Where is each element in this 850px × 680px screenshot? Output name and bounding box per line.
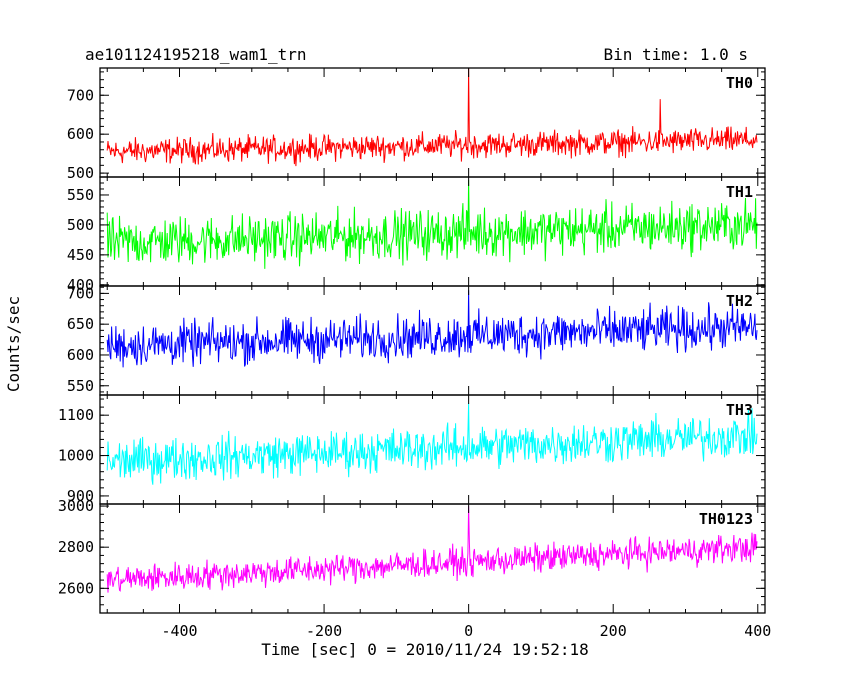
y-tick-label: 400 bbox=[67, 276, 94, 294]
x-tick-label: -400 bbox=[161, 622, 197, 640]
series-label: TH0 bbox=[726, 74, 753, 92]
series-line-th0123 bbox=[106, 506, 758, 593]
series-line-th3 bbox=[106, 403, 758, 485]
series-label: TH3 bbox=[726, 401, 753, 419]
panel-frame bbox=[99, 67, 766, 178]
x-tick-label: 400 bbox=[744, 622, 771, 640]
x-axis-label: Time [sec] 0 = 2010/11/24 19:52:18 bbox=[261, 640, 589, 659]
y-tick-label: 700 bbox=[67, 284, 94, 302]
y-tick-label: 2800 bbox=[58, 538, 94, 556]
y-tick-label: 600 bbox=[67, 125, 94, 143]
series-line-th1 bbox=[106, 179, 758, 269]
y-axis-label: Counts/sec bbox=[4, 296, 23, 392]
series-label: TH1 bbox=[726, 183, 753, 201]
panel-th3: 900 1000 1100 TH3 bbox=[58, 394, 766, 505]
x-tick-label: -200 bbox=[306, 622, 342, 640]
chart-title: ae101124195218_wam1_trn bbox=[85, 45, 307, 64]
x-tick-label: 0 bbox=[464, 622, 473, 640]
y-tick-label: 550 bbox=[67, 186, 94, 204]
y-tick-label: 600 bbox=[67, 346, 94, 364]
y-tick-label: 3000 bbox=[58, 497, 94, 515]
series-label: TH0123 bbox=[699, 510, 753, 528]
panel-th0: 500 600 700 TH0 bbox=[67, 67, 766, 182]
y-tick-label: 700 bbox=[67, 86, 94, 104]
panel-th0123: 2600 2800 3000 TH0123 bbox=[58, 497, 766, 614]
series-line-th2 bbox=[106, 290, 758, 368]
y-tick-label: 900 bbox=[67, 487, 94, 505]
series-line-th0 bbox=[106, 68, 758, 167]
y-tick-label: 500 bbox=[67, 164, 94, 182]
bin-time-label: Bin time: 1.0 s bbox=[604, 45, 749, 64]
y-tick-label: 500 bbox=[67, 216, 94, 234]
panel-th1: 400 450 500 550 TH1 bbox=[67, 176, 766, 294]
y-tick-label: 650 bbox=[67, 315, 94, 333]
y-tick-label: 1000 bbox=[58, 447, 94, 465]
series-label: TH2 bbox=[726, 292, 753, 310]
y-tick-label: 450 bbox=[67, 246, 94, 264]
panel-th2: 550 600 650 700 TH2 bbox=[67, 284, 766, 396]
x-tick-label: 200 bbox=[600, 622, 627, 640]
panels: 500 600 700 TH0 400 450 500 550 TH1 550 600 650 700 T… bbox=[58, 67, 771, 640]
y-tick-label: 1100 bbox=[58, 406, 94, 424]
y-tick-label: 2600 bbox=[58, 579, 94, 597]
y-tick-label: 550 bbox=[67, 377, 94, 395]
